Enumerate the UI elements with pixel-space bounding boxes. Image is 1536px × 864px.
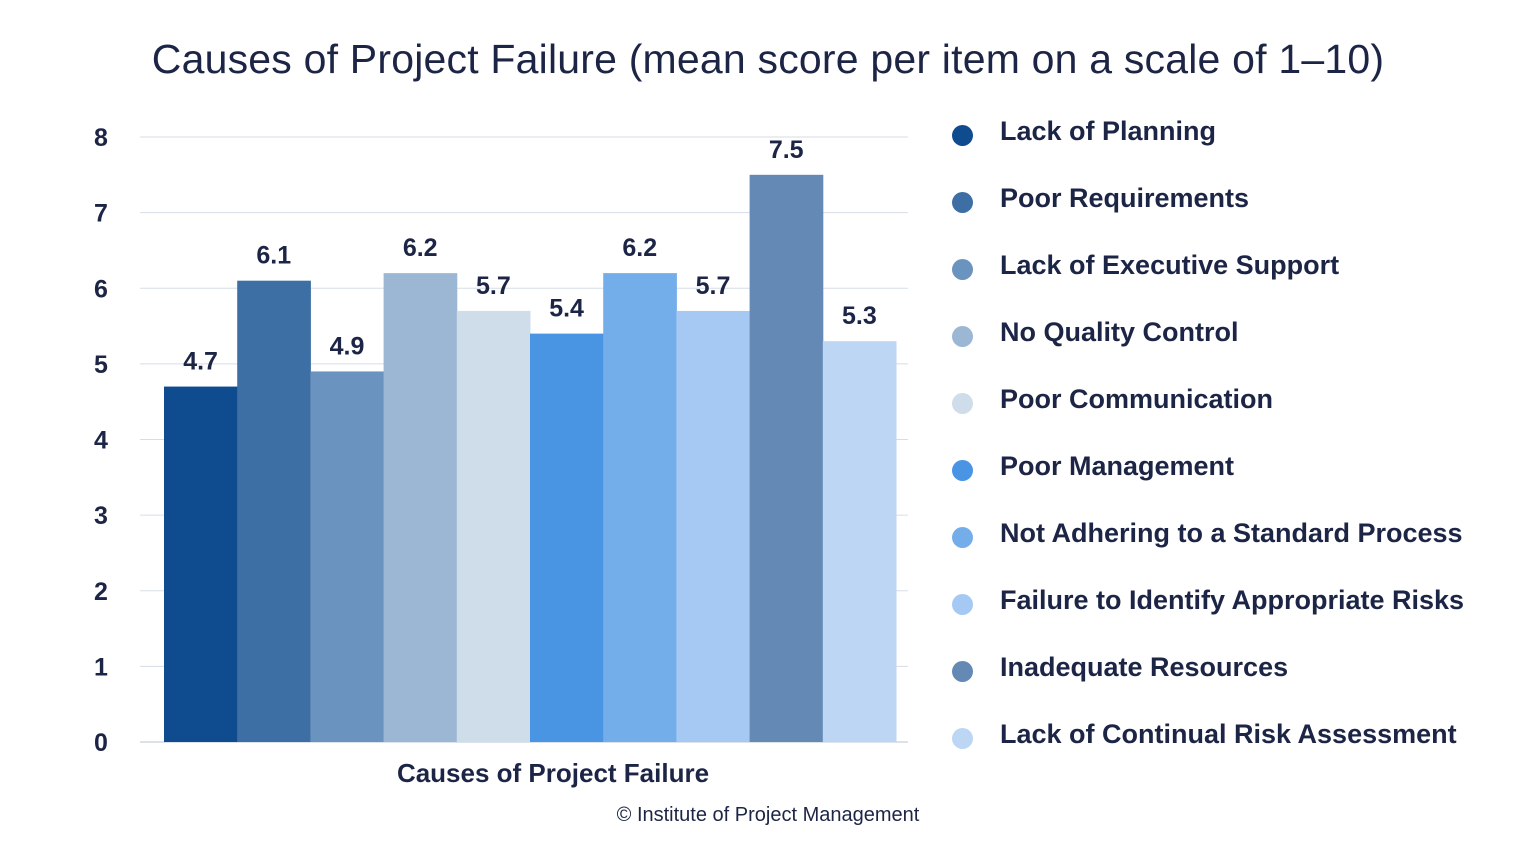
data-label: 7.5 (769, 136, 804, 164)
legend-swatch (952, 259, 973, 280)
y-tick-label: 8 (94, 124, 108, 152)
legend-label: No Quality Control (1000, 317, 1239, 347)
legend: Lack of Planning Poor Requirements Lack of… (948, 110, 1528, 780)
legend-label: Failure to Identify Appropriate Risks (1000, 585, 1465, 615)
legend-item: Poor Management (948, 445, 1528, 512)
data-label: 5.3 (842, 302, 877, 330)
legend-swatch (952, 661, 973, 682)
data-label: 5.4 (549, 295, 584, 323)
data-label: 5.7 (696, 272, 731, 300)
copyright-credit: © Institute of Project Management (616, 804, 920, 826)
legend-swatch (952, 460, 973, 481)
bar (456, 310, 531, 742)
legend-label: Lack of Continual Risk Assessment (1000, 719, 1457, 749)
y-tick-label: 6 (94, 275, 108, 303)
data-label: 4.9 (330, 332, 365, 360)
legend-swatch (952, 192, 973, 213)
y-tick-label: 3 (94, 502, 108, 530)
y-tick-label: 4 (94, 427, 108, 455)
bar (164, 386, 238, 742)
legend-label: Inadequate Resources (1000, 652, 1289, 682)
legend-swatch (952, 125, 973, 146)
legend-label: Lack of Planning (1000, 116, 1217, 146)
y-tick-label: 1 (94, 653, 108, 681)
legend-label: Poor Requirements (1000, 183, 1250, 213)
y-tick-label: 7 (94, 200, 108, 228)
y-tick-label: 5 (94, 351, 108, 379)
legend-item: Poor Requirements (948, 177, 1528, 244)
x-axis-label: Causes of Project Failure (397, 758, 709, 788)
legend-item: Lack of Continual Risk Assessment (948, 713, 1528, 780)
bar (530, 333, 604, 742)
legend-swatch (952, 594, 973, 615)
data-label: 6.2 (622, 234, 657, 262)
data-label: 5.7 (476, 272, 511, 300)
legend-swatch (952, 728, 973, 749)
legend-swatch (952, 393, 973, 414)
bar (383, 273, 458, 742)
y-tick-label: 2 (94, 578, 108, 606)
legend-item: Poor Communication (948, 378, 1528, 445)
legend-item: Failure to Identify Appropriate Risks (948, 579, 1528, 646)
legend-item: Lack of Executive Support (948, 244, 1528, 311)
legend-item: No Quality Control (948, 311, 1528, 378)
legend-label: Poor Management (1000, 451, 1235, 481)
y-axis-ticks: 0 1 2 3 4 5 6 7 8 (94, 124, 108, 757)
bar (749, 174, 824, 742)
y-tick-label: 0 (94, 729, 108, 757)
bar (310, 371, 385, 742)
legend-item: Lack of Planning (948, 110, 1528, 177)
bar (237, 280, 311, 742)
legend-item: Inadequate Resources (948, 646, 1528, 713)
legend-label: Not Adhering to a Standard Process (1000, 518, 1463, 548)
legend-label: Poor Communication (1000, 384, 1274, 414)
chart-title: Causes of Project Failure (mean score pe… (151, 36, 1385, 82)
bar (822, 341, 897, 742)
bar (603, 273, 677, 742)
data-labels: 4.7 6.1 4.9 6.2 5.7 5.4 6.2 5.7 7.5 5.3 (183, 136, 877, 376)
bars (164, 174, 897, 742)
bar (676, 310, 751, 742)
data-label: 6.1 (256, 242, 291, 270)
legend-label: Lack of Executive Support (1000, 250, 1340, 280)
data-label: 4.7 (183, 348, 218, 376)
legend-swatch (952, 527, 973, 548)
legend-swatch (952, 326, 973, 347)
legend-item: Not Adhering to a Standard Process (948, 512, 1528, 579)
data-label: 6.2 (403, 234, 438, 262)
